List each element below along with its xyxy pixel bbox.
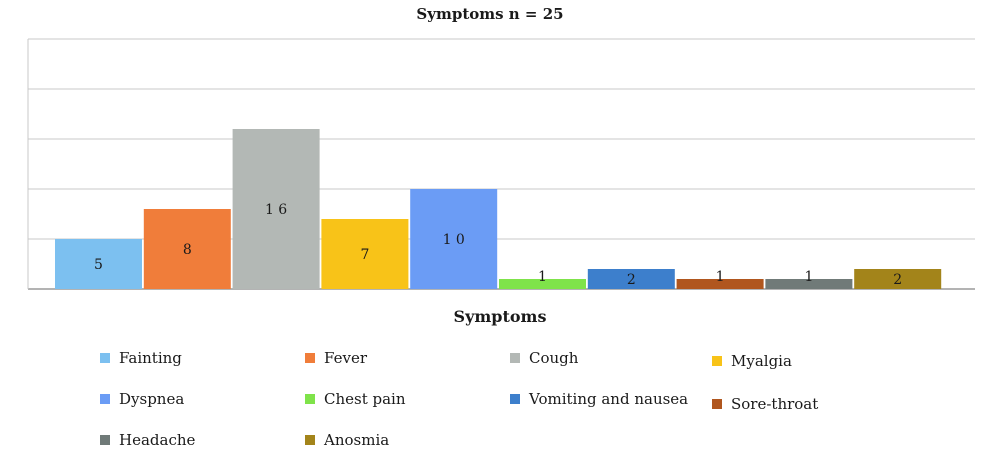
data-label: 1 xyxy=(804,269,813,285)
legend-swatch xyxy=(510,394,520,404)
data-label: 1 6 xyxy=(265,202,287,218)
bar-fever xyxy=(143,209,231,289)
chart-title: Symptoms n = 25 xyxy=(416,5,563,23)
data-label: 1 xyxy=(716,269,725,285)
legend-swatch xyxy=(510,353,520,363)
bar-headache xyxy=(765,279,853,289)
legend-label: Vomiting and nausea xyxy=(529,390,689,408)
legend-swatch xyxy=(100,394,110,404)
legend-swatch xyxy=(100,435,110,445)
legend-label: Chest pain xyxy=(324,390,406,408)
legend-label: Anosmia xyxy=(324,431,390,449)
bars xyxy=(55,129,942,289)
data-label: 7 xyxy=(360,247,369,263)
legend-label: Dyspnea xyxy=(119,390,185,408)
legend-item-fainting: Fainting xyxy=(100,349,182,367)
legend-swatch xyxy=(712,356,722,366)
bar-anosmia xyxy=(854,269,942,289)
legend-label: Cough xyxy=(529,349,579,367)
bar-sore-throat xyxy=(676,279,764,289)
bar-cough xyxy=(232,129,320,289)
bar-dyspnea xyxy=(410,189,498,289)
data-label: 2 xyxy=(893,272,902,288)
data-label: 5 xyxy=(94,257,103,273)
legend-label: Sore-throat xyxy=(731,395,819,413)
legend-item-anosmia: Anosmia xyxy=(305,431,389,449)
data-label: 1 0 xyxy=(443,232,465,248)
bar-fainting xyxy=(55,239,142,289)
data-label: 1 xyxy=(538,269,547,285)
legend-item-sore-throat: Sore-throat xyxy=(712,395,818,413)
legend-label: Myalgia xyxy=(731,352,792,370)
bar-myalgia xyxy=(321,219,409,289)
legend-item-headache: Headache xyxy=(100,431,195,449)
data-label: 8 xyxy=(183,242,192,258)
data-labels: 5 8 1 6 7 1 0 1 2 1 1 2 xyxy=(94,202,902,288)
legend-item-myalgia: Myalgia xyxy=(712,352,792,370)
bar-vomiting-and-nausea xyxy=(587,269,675,289)
legend-item-fever: Fever xyxy=(305,349,367,367)
legend-label: Fainting xyxy=(119,349,182,367)
legend-swatch xyxy=(712,399,722,409)
legend-label: Headache xyxy=(119,431,196,449)
legend-label: Fever xyxy=(324,349,367,367)
legend-item-chest-pain: Chest pain xyxy=(305,390,406,408)
x-axis-title: Symptoms xyxy=(454,307,547,326)
legend-swatch xyxy=(100,353,110,363)
legend-swatch xyxy=(305,435,315,445)
data-label: 2 xyxy=(627,272,636,288)
legend-swatch xyxy=(305,353,315,363)
legend-item-vomiting-and-nausea: Vomiting and nausea xyxy=(510,390,688,408)
legend-item-dyspnea: Dyspnea xyxy=(100,390,184,408)
legend-item-cough: Cough xyxy=(510,349,578,367)
bar-chest-pain xyxy=(499,279,586,289)
legend-swatch xyxy=(305,394,315,404)
